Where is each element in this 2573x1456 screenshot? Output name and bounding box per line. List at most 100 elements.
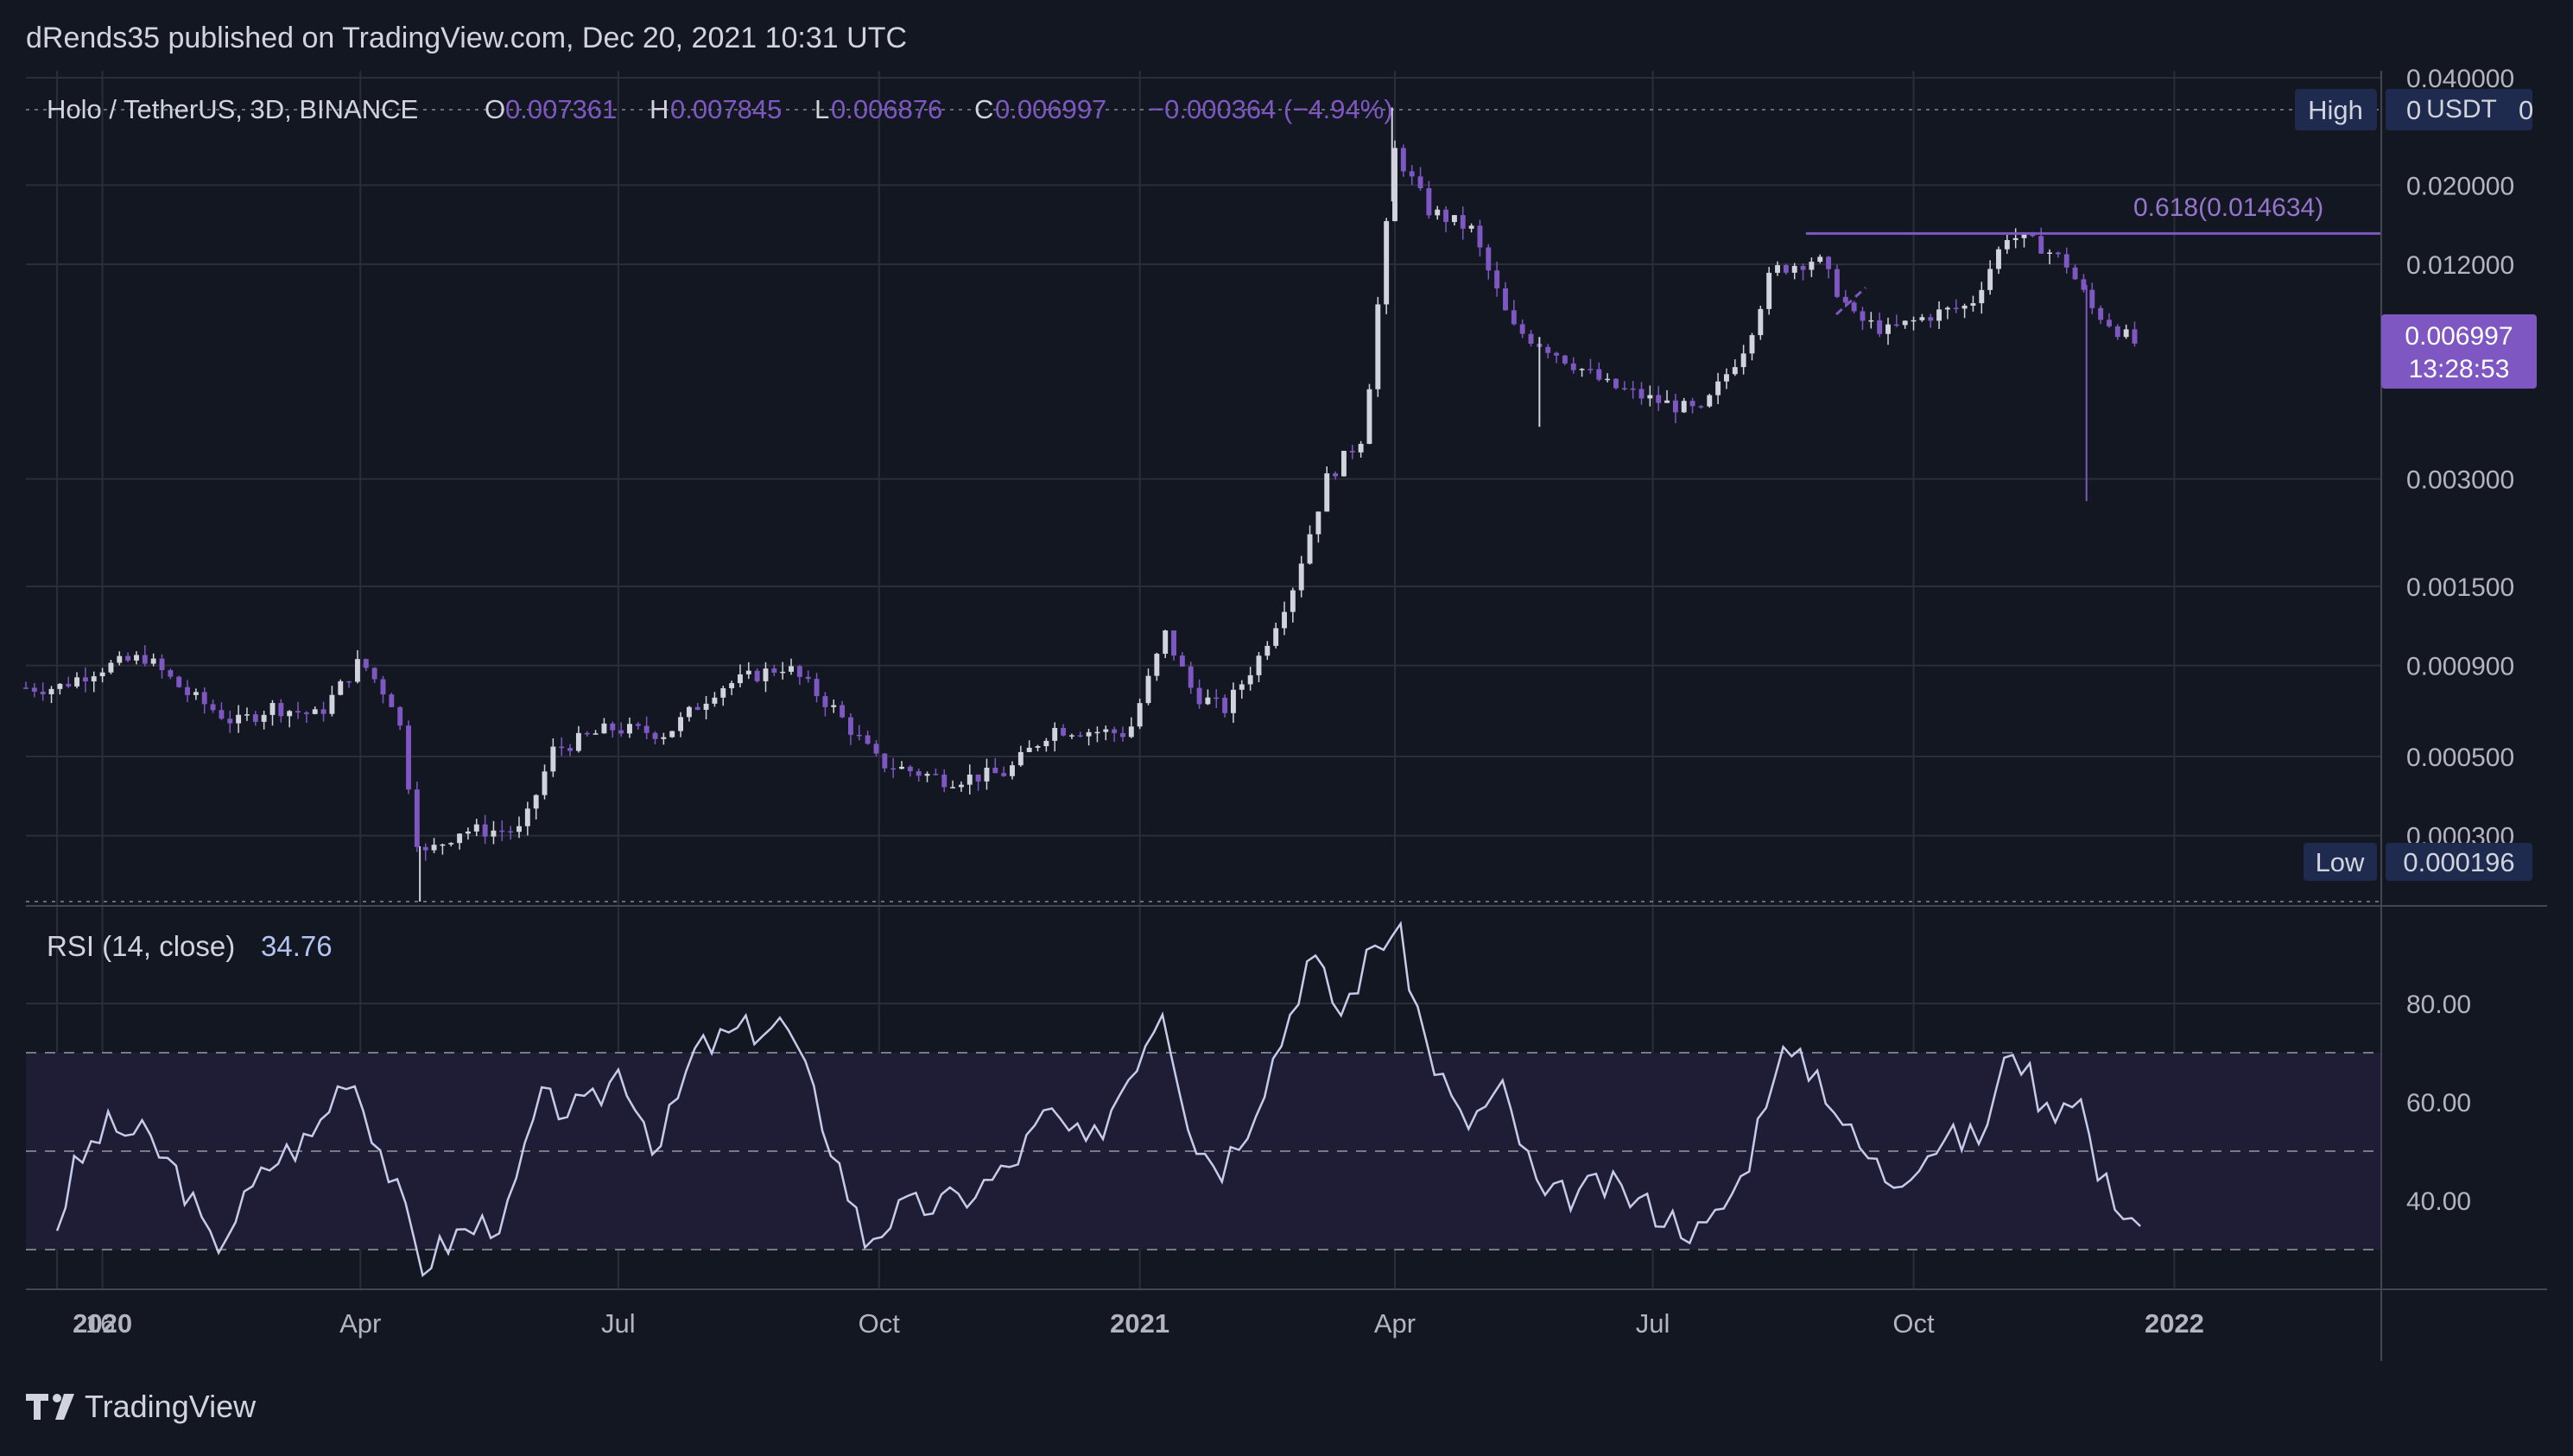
close-label: C [974,94,993,124]
candle-body [1605,378,1611,381]
candle-body [669,731,675,737]
candle-body [1970,303,1976,306]
candle-body [780,671,786,674]
candle-body [159,658,165,671]
candle-body [354,659,360,682]
candle-body [1086,731,1092,737]
candle-body [984,767,990,782]
candle-body [1860,311,1866,321]
candle-body [882,753,888,769]
candle-body [567,748,574,751]
candle-body [2004,239,2010,250]
tradingview-logo[interactable]: TradingView [26,1389,257,1424]
candle-body [1145,675,1151,704]
candle-body [1996,249,2001,269]
candle-body [431,845,437,851]
candle-body [440,844,446,846]
candle-body [1264,645,1271,656]
candle-body [1902,320,1908,326]
candle-body [193,692,199,695]
candle-body [924,774,930,776]
candle-body [1919,317,1925,320]
candle-body [1562,355,1568,364]
tradingview-logo-icon [26,1394,48,1420]
candle-body [201,692,207,705]
price-tick-label: 0.040000 [2406,65,2514,93]
candle-body [99,672,105,677]
candle-body [2021,233,2027,238]
candle-body [694,706,700,710]
candle-body [1298,563,1304,591]
candle-body [1672,400,1678,413]
candle-body [1545,346,1551,353]
rsi-title[interactable]: RSI (14, close) [47,930,235,962]
fib-trend-line [1835,286,1867,316]
time-tick-label: Jul [1636,1308,1670,1339]
candle-body [1613,378,1619,389]
publish-line: dRends35 published on TradingView.com, D… [26,22,907,54]
candle-body [1800,265,1806,270]
candle-body [1851,302,1857,312]
symbol-title[interactable]: Holo / TetherUS, 3D, BINANCE [47,94,418,124]
candle-body [771,668,777,673]
candle-body [1944,307,1950,310]
candle-body [31,687,37,692]
candle-body [627,724,632,734]
candle-body [1809,262,1815,270]
candle-body [1061,727,1067,736]
candle-body [448,843,454,845]
candle-body [2012,237,2018,240]
candle-body [610,723,616,731]
ohlc-legend: Holo / TetherUS, 3D, BINANCE O 0.007361 … [47,94,1393,124]
candle-body [992,767,998,774]
tradingview-wordmark: TradingView [85,1389,257,1424]
candle-body [805,676,811,680]
candle-body [873,744,879,754]
time-tick-label: Oct [1892,1308,1935,1339]
candle-body [1282,611,1287,629]
candle-body [371,668,377,680]
candle-body [1077,735,1083,737]
rsi-line [55,921,2141,1278]
candle-body [686,706,692,718]
candle-body [524,808,530,826]
time-tick-label: Apr [1374,1308,1416,1339]
candle-body [635,724,641,726]
candle-body [865,735,871,744]
candle-body [482,824,488,837]
rsi-tick-label: 40.00 [2406,1187,2471,1216]
time-tick-label: Apr [339,1308,381,1339]
candle-body [1315,511,1321,535]
candle-body [763,668,769,681]
candle-body [789,666,794,672]
candle-body [269,703,276,715]
candle-body [550,746,556,772]
candle-body [1647,395,1653,399]
candle-body [252,714,258,722]
rsi-tick-label: 60.00 [2406,1089,2471,1117]
candle-body [465,831,471,834]
rsi-axis[interactable]: 80.00 60.00 40.00 [2406,991,2471,1216]
candle-body [1214,697,1220,700]
candle-body [57,683,63,689]
candle-body [2107,320,2112,326]
candle-body [1503,288,1508,311]
candle-body [1893,324,1899,326]
candle-body [1001,773,1007,776]
candle-body [517,826,522,832]
price-axis[interactable]: 0.040000 0.020000 0.012000 0.003000 0.001500… [2406,65,2514,851]
low-label: Low [2316,847,2365,877]
candle-body [168,670,174,677]
candle-body [2098,307,2104,320]
candle-body [1239,684,1245,690]
currency-box[interactable] [2420,91,2503,129]
open-label: O [485,94,505,124]
candle-body [796,666,802,677]
candle-body [1052,727,1058,741]
candle-body [916,771,922,776]
candle-body [584,732,590,735]
candle-body [74,677,80,687]
candle-body [150,658,156,664]
